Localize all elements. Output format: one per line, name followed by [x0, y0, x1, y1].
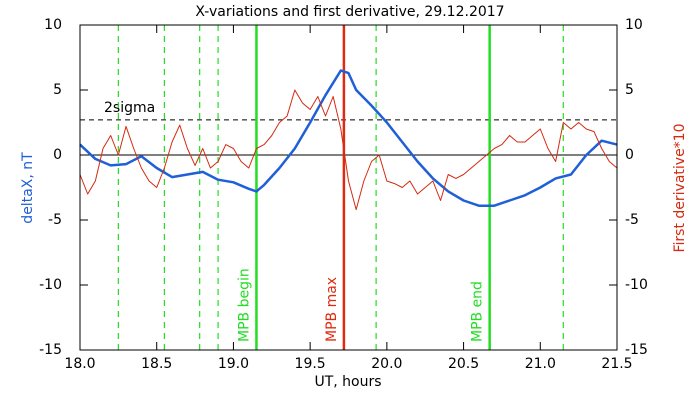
- y2-tick-label: -10: [625, 277, 648, 293]
- marker-label: MPB end: [470, 281, 486, 342]
- marker-label: MPB begin: [236, 268, 252, 342]
- y-tick-label: 5: [53, 82, 62, 98]
- y-axis-label: deltaX, nT: [20, 152, 36, 224]
- y2-axis-label: First derivative*10: [672, 123, 688, 252]
- y-tick-label: -15: [39, 342, 62, 358]
- y-tick-label: -5: [48, 212, 62, 228]
- y2-tick-label: -15: [625, 342, 648, 358]
- y-tick-label: 10: [44, 17, 62, 33]
- y2-tick-label: -5: [625, 212, 639, 228]
- x-tick-label: 18.5: [141, 356, 172, 372]
- x-tick-label: 18.0: [64, 356, 95, 372]
- y-tick-label: 0: [53, 147, 62, 163]
- y-tick-label: -10: [39, 277, 62, 293]
- x-tick-label: 20.0: [371, 356, 402, 372]
- x-tick-label: 20.5: [448, 356, 479, 372]
- x-tick-label: 21.0: [525, 356, 556, 372]
- x-axis-label: UT, hours: [314, 374, 381, 390]
- plot-frame: [79, 24, 618, 351]
- x-tick-label: 21.5: [601, 356, 632, 372]
- chart-title: X-variations and first derivative, 29.12…: [195, 4, 504, 20]
- y2-tick-label: 5: [625, 82, 634, 98]
- marker-label: MPB max: [324, 277, 340, 342]
- data-line: [79, 89, 618, 211]
- y2-tick-label: 0: [625, 147, 634, 163]
- x-tick-label: 19.0: [218, 356, 249, 372]
- data-line: [79, 69, 618, 207]
- x-tick-label: 19.5: [295, 356, 326, 372]
- y2-tick-label: 10: [625, 17, 643, 33]
- threshold-label: 2sigma: [104, 100, 155, 116]
